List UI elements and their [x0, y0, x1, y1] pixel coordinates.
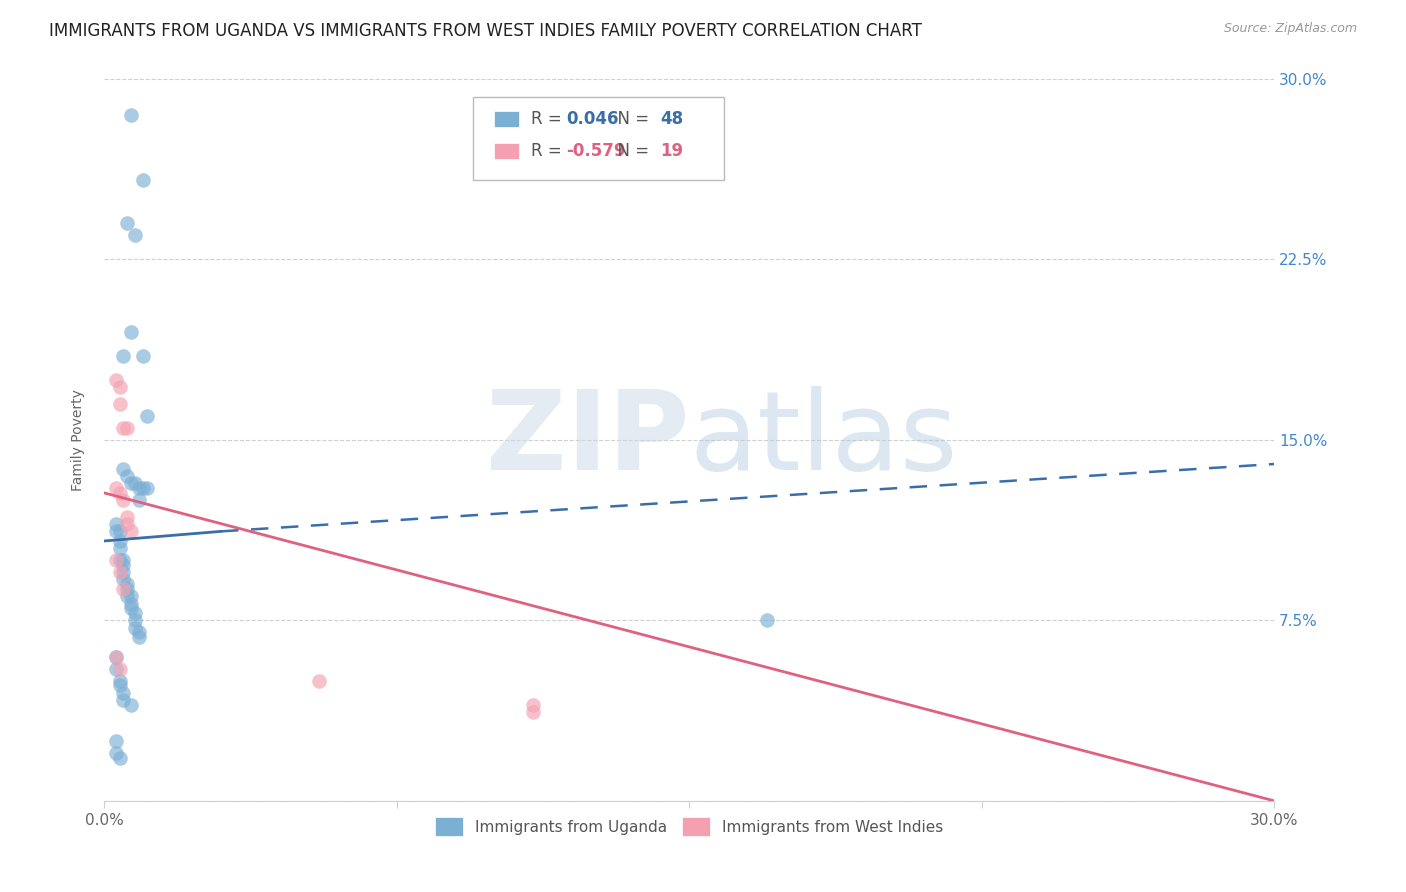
Text: R =: R =	[531, 110, 567, 128]
Point	[308, 673, 330, 688]
Point	[112, 421, 135, 435]
Text: ZIP: ZIP	[486, 386, 689, 493]
Text: -0.579: -0.579	[567, 142, 626, 161]
FancyBboxPatch shape	[494, 111, 519, 127]
Point	[117, 577, 139, 591]
Point	[120, 524, 142, 539]
Point	[128, 481, 150, 495]
Point	[104, 481, 127, 495]
Text: R =: R =	[531, 142, 567, 161]
Text: N =: N =	[607, 142, 655, 161]
Point	[117, 216, 139, 230]
Point	[108, 533, 131, 548]
Text: N =: N =	[607, 110, 655, 128]
Point	[522, 705, 544, 719]
Point	[117, 582, 139, 596]
Point	[108, 397, 131, 411]
Point	[120, 590, 142, 604]
Point	[108, 750, 131, 764]
Point	[120, 325, 142, 339]
Point	[124, 476, 146, 491]
Point	[120, 597, 142, 611]
Point	[112, 582, 135, 596]
Point	[112, 693, 135, 707]
Legend: Immigrants from Uganda, Immigrants from West Indies: Immigrants from Uganda, Immigrants from …	[427, 810, 950, 844]
Point	[124, 621, 146, 635]
Point	[108, 566, 131, 580]
Point	[120, 601, 142, 615]
Point	[132, 481, 155, 495]
Point	[135, 409, 157, 423]
Point	[108, 673, 131, 688]
Point	[104, 373, 127, 387]
Point	[104, 649, 127, 664]
Point	[104, 649, 127, 664]
Point	[128, 625, 150, 640]
Text: 0.046: 0.046	[567, 110, 619, 128]
Point	[108, 524, 131, 539]
FancyBboxPatch shape	[472, 97, 724, 180]
Point	[124, 606, 146, 620]
Point	[120, 476, 142, 491]
Point	[112, 558, 135, 572]
Point	[112, 493, 135, 508]
FancyBboxPatch shape	[494, 144, 519, 159]
Point	[117, 421, 139, 435]
Point	[108, 541, 131, 556]
Point	[112, 685, 135, 699]
Point	[108, 380, 131, 394]
Point	[112, 573, 135, 587]
Point	[124, 228, 146, 243]
Point	[108, 678, 131, 692]
Point	[104, 733, 127, 747]
Text: 48: 48	[659, 110, 683, 128]
Point	[117, 590, 139, 604]
Point	[108, 661, 131, 675]
Point	[756, 614, 779, 628]
Point	[108, 486, 131, 500]
Point	[117, 517, 139, 532]
Point	[128, 630, 150, 644]
Point	[104, 524, 127, 539]
Point	[135, 481, 157, 495]
Text: IMMIGRANTS FROM UGANDA VS IMMIGRANTS FROM WEST INDIES FAMILY POVERTY CORRELATION: IMMIGRANTS FROM UGANDA VS IMMIGRANTS FRO…	[49, 22, 922, 40]
Point	[117, 469, 139, 483]
Point	[120, 698, 142, 712]
Point	[120, 108, 142, 122]
Point	[104, 661, 127, 675]
Point	[522, 698, 544, 712]
Point	[132, 349, 155, 363]
Point	[112, 349, 135, 363]
Point	[124, 614, 146, 628]
Text: atlas: atlas	[689, 386, 957, 493]
Y-axis label: Family Poverty: Family Poverty	[72, 389, 86, 491]
Point	[112, 462, 135, 476]
Text: 19: 19	[659, 142, 683, 161]
Point	[108, 553, 131, 567]
Point	[128, 493, 150, 508]
Text: Source: ZipAtlas.com: Source: ZipAtlas.com	[1223, 22, 1357, 36]
Point	[112, 566, 135, 580]
Point	[104, 517, 127, 532]
Point	[132, 173, 155, 187]
Point	[104, 746, 127, 760]
Point	[117, 510, 139, 524]
Point	[104, 553, 127, 567]
Point	[112, 553, 135, 567]
